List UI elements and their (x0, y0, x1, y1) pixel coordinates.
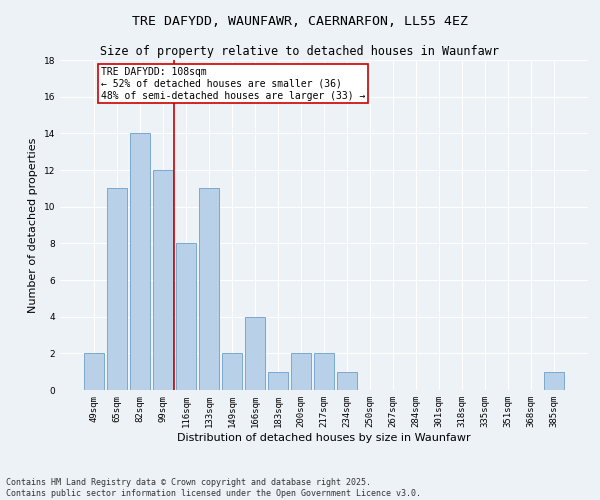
Bar (199, 188, 218, 390)
Bar (245, 316, 265, 390)
Text: TRE DAFYDD, WAUNFAWR, CAERNARFON, LL55 4EZ: TRE DAFYDD, WAUNFAWR, CAERNARFON, LL55 4… (132, 15, 468, 28)
Bar (130, 134, 149, 390)
Bar (268, 372, 288, 390)
Bar (544, 372, 564, 390)
Bar (153, 170, 173, 390)
Y-axis label: Number of detached properties: Number of detached properties (28, 138, 38, 312)
Bar (222, 354, 242, 390)
X-axis label: Distribution of detached houses by size in Waunfawr: Distribution of detached houses by size … (177, 432, 471, 442)
Bar (107, 188, 127, 390)
Text: Contains HM Land Registry data © Crown copyright and database right 2025.
Contai: Contains HM Land Registry data © Crown c… (6, 478, 421, 498)
Bar (176, 244, 196, 390)
Bar (314, 354, 334, 390)
Bar (84, 354, 104, 390)
Bar (291, 354, 311, 390)
Text: TRE DAFYDD: 108sqm
← 52% of detached houses are smaller (36)
48% of semi-detache: TRE DAFYDD: 108sqm ← 52% of detached hou… (101, 68, 365, 100)
Text: Size of property relative to detached houses in Waunfawr: Size of property relative to detached ho… (101, 45, 499, 58)
Bar (337, 372, 357, 390)
